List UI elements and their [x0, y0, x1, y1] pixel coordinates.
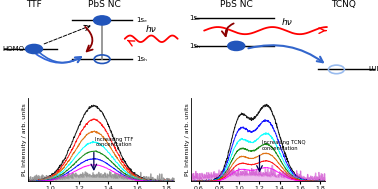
Y-axis label: PL Intensity / arb. units: PL Intensity / arb. units — [184, 104, 189, 176]
Text: 1sₕ: 1sₕ — [189, 43, 200, 49]
Circle shape — [94, 16, 111, 25]
Text: Increasing TTF
concentration: Increasing TTF concentration — [95, 137, 134, 147]
Text: 1sₑ: 1sₑ — [189, 15, 200, 21]
Text: 1sₑ: 1sₑ — [136, 17, 147, 23]
Text: TTF: TTF — [26, 0, 42, 9]
Text: PbS NC: PbS NC — [220, 0, 253, 9]
Text: HOMO: HOMO — [2, 46, 24, 52]
Text: Increasing TCNQ
concentration: Increasing TCNQ concentration — [262, 140, 305, 151]
Text: hν: hν — [146, 25, 156, 34]
Y-axis label: PL Intensity / arb. units: PL Intensity / arb. units — [22, 104, 27, 176]
Text: TCNQ: TCNQ — [332, 0, 356, 9]
Text: PbS NC: PbS NC — [88, 0, 120, 9]
Circle shape — [26, 44, 42, 54]
Text: LUMO: LUMO — [369, 66, 378, 72]
Circle shape — [228, 41, 245, 50]
Text: hν: hν — [282, 18, 293, 27]
Text: 1sₕ: 1sₕ — [136, 56, 147, 62]
